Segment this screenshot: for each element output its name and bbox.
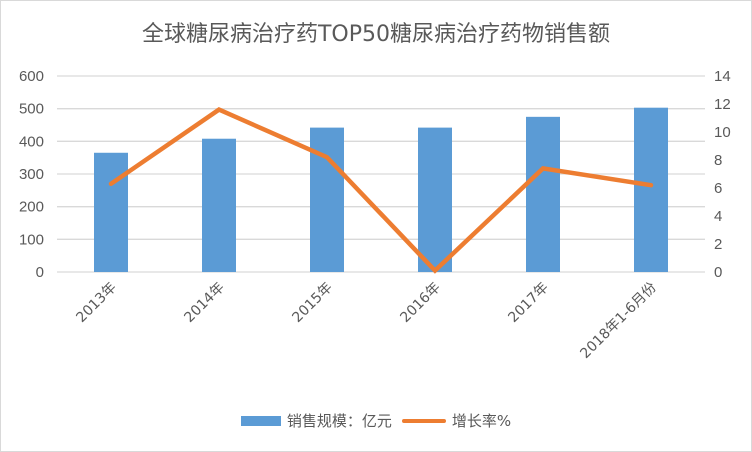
bar[interactable]: [526, 116, 560, 272]
bar[interactable]: [94, 152, 128, 272]
bar[interactable]: [418, 127, 452, 272]
y-left-tick: 400: [19, 133, 44, 150]
y-right-tick: 12: [714, 96, 731, 113]
x-category-label: 2015年: [289, 280, 335, 326]
y-left-tick: 0: [36, 264, 44, 281]
line-swatch-icon: [401, 418, 446, 423]
y-left-tick: 500: [19, 101, 44, 118]
bar[interactable]: [310, 127, 344, 272]
y-right-tick: 6: [714, 180, 722, 197]
y-right-tick: 0: [714, 264, 722, 281]
x-category-label: 2014年: [181, 280, 227, 326]
legend-label-growth: 增长率%: [451, 412, 512, 430]
y-left-tick: 600: [19, 68, 44, 85]
x-category-label: 2018年1-6月份: [577, 280, 659, 362]
x-category-label: 2013年: [73, 280, 119, 326]
y-right-tick: 4: [714, 208, 722, 225]
bar[interactable]: [634, 107, 668, 272]
y-left-tick: 300: [19, 166, 44, 183]
y-right-tick: 10: [714, 124, 731, 141]
y-left-tick: 200: [19, 199, 44, 216]
bar-swatch-icon: [240, 415, 281, 426]
legend-item-sales[interactable]: 销售规模：亿元: [240, 410, 392, 431]
bar[interactable]: [202, 138, 236, 272]
y-left-tick: 100: [19, 231, 44, 248]
y-right-tick: 2: [714, 236, 722, 253]
x-category-label: 2017年: [505, 280, 551, 326]
legend-label-sales: 销售规模：亿元: [286, 412, 392, 430]
x-category-label: 2016年: [397, 280, 443, 326]
y-right-tick: 8: [714, 152, 722, 169]
growth-line[interactable]: [108, 107, 654, 274]
chart-title: 全球糖尿病治疗药TOP50糖尿病治疗药物销售额: [141, 22, 611, 47]
y-right-tick: 14: [714, 68, 731, 85]
legend: 销售规模：亿元 增长率%: [0, 410, 752, 431]
legend-item-growth[interactable]: 增长率%: [398, 410, 511, 431]
